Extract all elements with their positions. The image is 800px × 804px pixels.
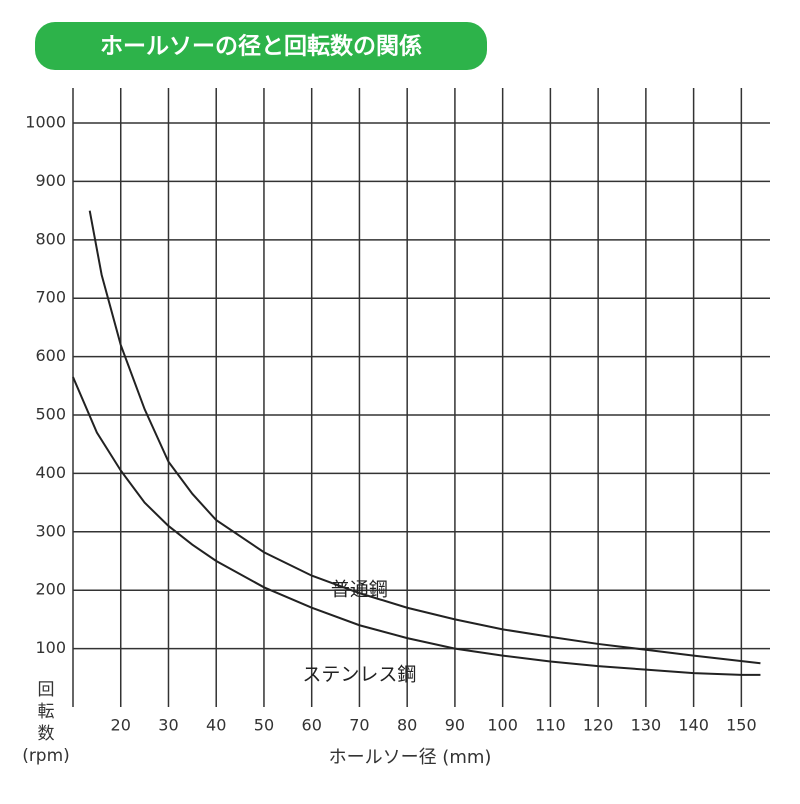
x-tick-label: 100 <box>487 716 518 735</box>
y-tick-label: 800 <box>35 229 66 248</box>
x-tick-label: 20 <box>111 716 131 735</box>
series-label: ステンレス鋼 <box>302 663 416 685</box>
y-tick-label: 700 <box>35 288 66 307</box>
series-label: 普通鋼 <box>331 579 388 601</box>
y-tick-label: 600 <box>35 346 66 365</box>
x-tick-label: 80 <box>397 716 417 735</box>
y-axis-label: 転 <box>38 702 55 722</box>
series-line <box>88 210 761 665</box>
x-tick-label: 40 <box>206 716 226 735</box>
y-axis-label: 回 <box>38 680 55 700</box>
y-tick-label: 900 <box>35 171 66 190</box>
x-tick-label: 60 <box>302 716 322 735</box>
y-axis-label: 数 <box>38 724 55 744</box>
x-tick-label: 140 <box>678 716 709 735</box>
y-tick-label: 300 <box>35 521 66 540</box>
y-tick-label: 100 <box>35 638 66 657</box>
x-tick-label: 150 <box>726 716 757 735</box>
x-tick-label: 70 <box>349 716 369 735</box>
series-line <box>72 376 761 676</box>
x-tick-label: 30 <box>158 716 178 735</box>
x-tick-label: 120 <box>583 716 614 735</box>
title-box <box>35 22 487 70</box>
x-tick-label: 130 <box>631 716 662 735</box>
y-tick-label: 200 <box>35 580 66 599</box>
y-axis-label: (rpm) <box>22 746 70 766</box>
x-tick-label: 110 <box>535 716 566 735</box>
y-tick-label: 1000 <box>25 113 66 132</box>
y-tick-label: 400 <box>35 463 66 482</box>
chart-title: ホールソーの径と回転数の関係 <box>100 34 422 60</box>
x-tick-label: 90 <box>445 716 465 735</box>
x-axis-label: ホールソー径 (mm) <box>329 747 492 768</box>
y-tick-label: 500 <box>35 405 66 424</box>
x-tick-label: 50 <box>254 716 274 735</box>
